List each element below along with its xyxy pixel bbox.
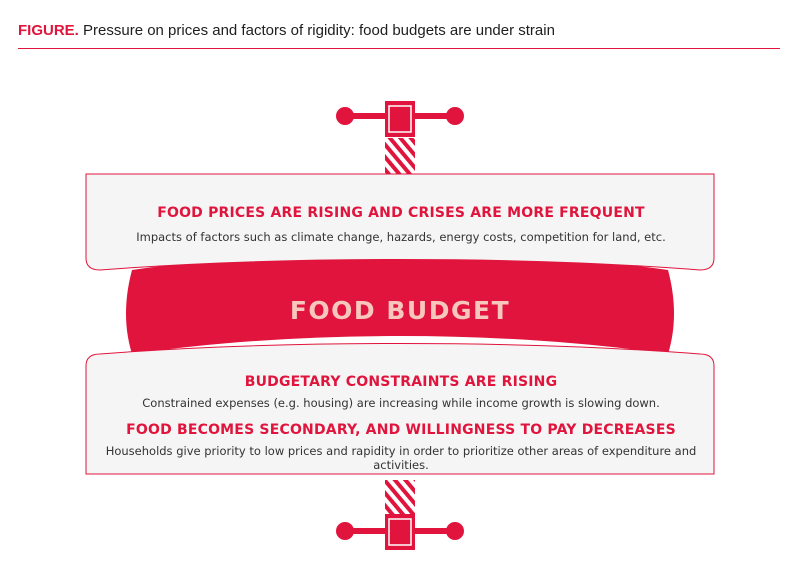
food-budget-band: [126, 252, 674, 354]
bottom-panel-title-1: BUDGETARY CONSTRAINTS ARE RISING: [244, 374, 558, 390]
top-panel: [85, 173, 715, 271]
bottom-panel-title-2: FOOD BECOMES SECONDARY, AND WILLINGNESS …: [126, 422, 676, 438]
bottom-screw: [385, 480, 415, 514]
top-panel-title: FOOD PRICES ARE RISING AND CRISES ARE MO…: [157, 205, 645, 221]
food-budget-label: FOOD BUDGET: [289, 296, 511, 325]
top-press-handle: [336, 101, 464, 137]
bottom-panel: [85, 343, 715, 475]
header-divider: [18, 48, 780, 49]
bottom-panel-content: BUDGETARY CONSTRAINTS ARE RISING Constra…: [86, 374, 716, 472]
top-screw: [385, 138, 415, 174]
figure-title: Pressure on prices and factors of rigidi…: [83, 22, 555, 39]
top-panel-content: FOOD PRICES ARE RISING AND CRISES ARE MO…: [86, 205, 716, 244]
figure-header: FIGURE. Pressure on prices and factors o…: [18, 22, 780, 39]
bottom-panel-description-1: Constrained expenses (e.g. housing) are …: [142, 396, 660, 410]
figure-tag: FIGURE.: [18, 22, 79, 39]
top-panel-description: Impacts of factors such as climate chang…: [136, 230, 666, 244]
bottom-press-handle: [336, 514, 464, 550]
bottom-panel-description-2: Households give priority to low prices a…: [105, 444, 697, 472]
